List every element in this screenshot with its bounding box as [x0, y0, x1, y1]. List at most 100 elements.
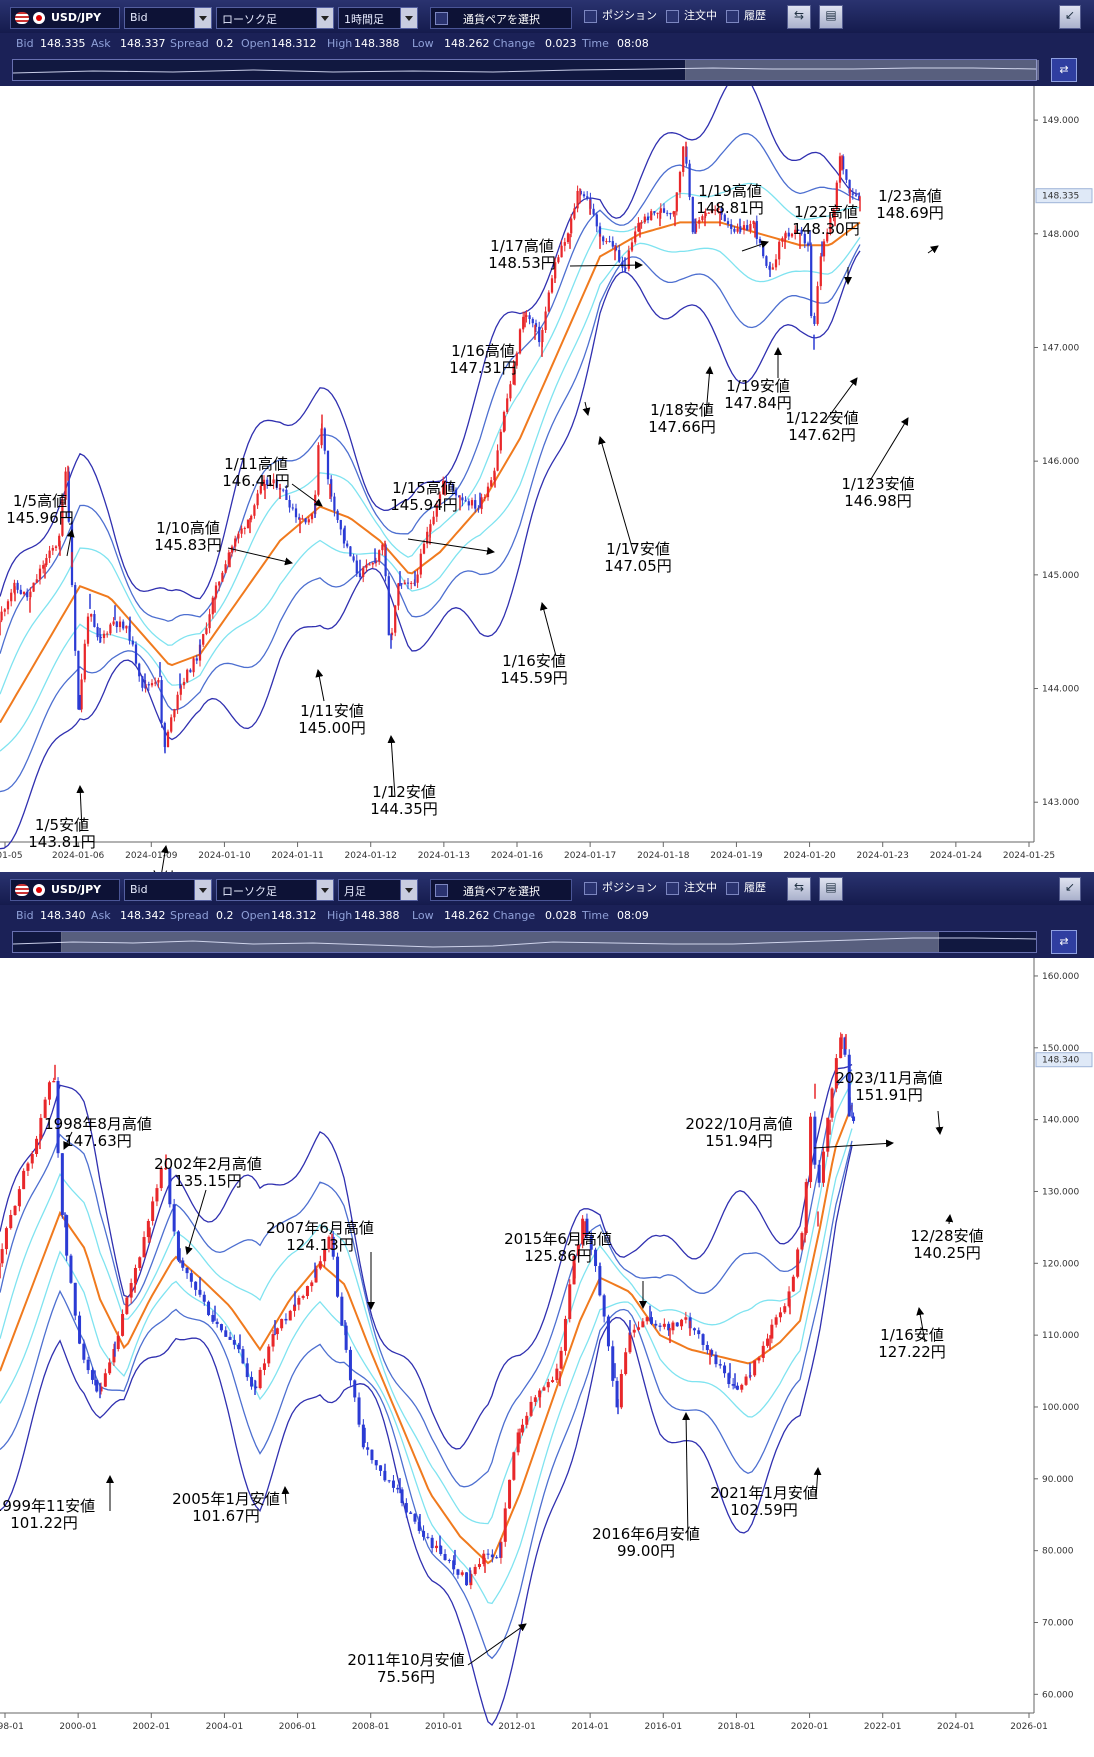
chart-style-select[interactable]: ローソク足	[216, 7, 334, 29]
candle-body	[797, 229, 800, 231]
navigator-handle[interactable]	[685, 60, 1039, 80]
candle-body	[826, 1117, 830, 1152]
candle-body	[618, 250, 621, 262]
select-pair-checkbox[interactable]	[435, 12, 448, 25]
candle-body	[816, 286, 819, 324]
fit-range-button[interactable]: ⇄	[1051, 58, 1077, 82]
candle-body	[438, 494, 442, 506]
price-type-select[interactable]: Bid	[124, 7, 212, 29]
candle-body	[452, 1560, 456, 1570]
candle-body	[662, 1323, 666, 1327]
candle-body	[819, 256, 822, 287]
chart-tools-button[interactable]: ⇆	[787, 5, 811, 29]
position-label: ポジション	[602, 9, 657, 22]
candle-body	[456, 1569, 460, 1575]
history-checkbox[interactable]	[726, 882, 739, 895]
us-flag-icon	[15, 12, 29, 24]
candle-body	[173, 709, 176, 718]
select-pair-checkbox[interactable]	[435, 884, 448, 897]
chart-tools-button[interactable]: ⇆	[787, 877, 811, 901]
annotation-label: 1/23高値	[878, 187, 942, 205]
collapse-button[interactable]: ↙	[1059, 877, 1081, 901]
candle-body	[74, 585, 77, 651]
collapse-button[interactable]: ↙	[1059, 5, 1081, 29]
bollinger-band-line	[0, 1145, 853, 1726]
select-pair-button[interactable]: 通貨ペアを選択	[430, 7, 572, 29]
history-checkbox[interactable]	[726, 10, 739, 23]
chart-style-select[interactable]: ローソク足	[216, 879, 334, 901]
candle-body	[125, 1297, 129, 1314]
jp-flag-icon	[33, 12, 45, 24]
candle-body	[835, 182, 838, 210]
annotation-arrow	[315, 669, 325, 702]
annotation-value: 151.94円	[705, 1132, 773, 1150]
candle-body	[35, 1138, 39, 1155]
candle-body	[366, 1447, 370, 1450]
timeframe-select[interactable]: 1時間足	[338, 7, 418, 29]
annotation-label: 1/5高値	[13, 492, 67, 510]
candle-body	[60, 1153, 64, 1216]
orders-checkbox[interactable]	[666, 882, 679, 895]
navigator-scrollbar[interactable]	[12, 59, 1039, 81]
annotation-value: 147.66円	[648, 418, 716, 436]
candle-body	[348, 1349, 352, 1381]
candle-body	[794, 229, 797, 234]
candle-body	[605, 241, 608, 243]
x-tick-label: 2024-01-17	[564, 851, 616, 861]
candle-body	[56, 1080, 60, 1154]
monthly-chart[interactable]: 60.000 70.000 80.000 90.000 100.000 110.000 12…	[0, 958, 1094, 1753]
candle-body	[116, 1335, 120, 1350]
high-label: High	[327, 37, 353, 50]
annotation-arrow	[945, 1214, 954, 1225]
chart-settings-button[interactable]: ▤	[819, 877, 843, 901]
candle-body	[391, 1480, 395, 1488]
navigator-handle[interactable]	[61, 932, 939, 952]
timeframe-select[interactable]: 月足	[338, 879, 418, 901]
x-tick-label: 2016-01	[644, 1722, 682, 1732]
candle-body	[86, 1359, 90, 1371]
open-value: 148.312	[271, 37, 317, 50]
price-type-select[interactable]: Bid	[124, 879, 212, 901]
annotation-arrow	[63, 1131, 73, 1150]
y-tick-label: 150.000	[1042, 1044, 1079, 1054]
hourly-chart[interactable]: 143.000 144.000 145.000 146.000 147.000 148.0…	[0, 73, 1094, 904]
candle-body	[654, 1323, 658, 1326]
candle-body	[409, 1512, 413, 1514]
candle-body	[307, 519, 310, 523]
chart-settings-button[interactable]: ▤	[819, 5, 843, 29]
orders-checkbox[interactable]	[666, 10, 679, 23]
candle-body	[852, 1116, 856, 1122]
candle-body	[259, 485, 262, 494]
annotation-label: 2022/10月高値	[685, 1115, 792, 1133]
x-tick-label: 2006-01	[279, 1722, 317, 1732]
annotation-label: 1/22高値	[794, 203, 858, 221]
fit-range-button[interactable]: ⇄	[1051, 930, 1077, 954]
x-tick-label: 2024-01-20	[783, 851, 836, 861]
hourly-candlestick-chart[interactable]: 143.000 144.000 145.000 146.000 147.000 148.0…	[0, 73, 1094, 904]
currency-pair-button[interactable]: USD/JPY	[10, 879, 120, 901]
change-label: Change	[493, 37, 536, 50]
candle-body	[368, 564, 371, 566]
x-tick-label: 2024-01-23	[857, 851, 909, 861]
candle-body	[262, 1363, 266, 1370]
candle-body	[26, 591, 29, 598]
annotation-value: 99.00円	[617, 1542, 675, 1560]
currency-pair-button[interactable]: USD/JPY	[10, 7, 120, 29]
position-checkbox[interactable]	[584, 10, 597, 23]
select-pair-button[interactable]: 通貨ペアを選択	[430, 879, 572, 901]
candle-body	[611, 1346, 615, 1381]
candle-body	[520, 1424, 524, 1433]
annotation-arrow	[598, 436, 635, 555]
position-checkbox[interactable]	[584, 882, 597, 895]
monthly-candlestick-chart[interactable]: 60.000 70.000 80.000 90.000 100.000 110.000 12…	[0, 958, 1094, 1753]
candle-body	[246, 519, 250, 529]
candle-body	[854, 194, 858, 196]
candle-body	[310, 514, 314, 520]
candle-body	[630, 242, 634, 251]
navigator-scrollbar[interactable]	[12, 931, 1037, 953]
y-tick-label: 100.000	[1042, 1403, 1079, 1413]
candle-body	[744, 1376, 748, 1385]
